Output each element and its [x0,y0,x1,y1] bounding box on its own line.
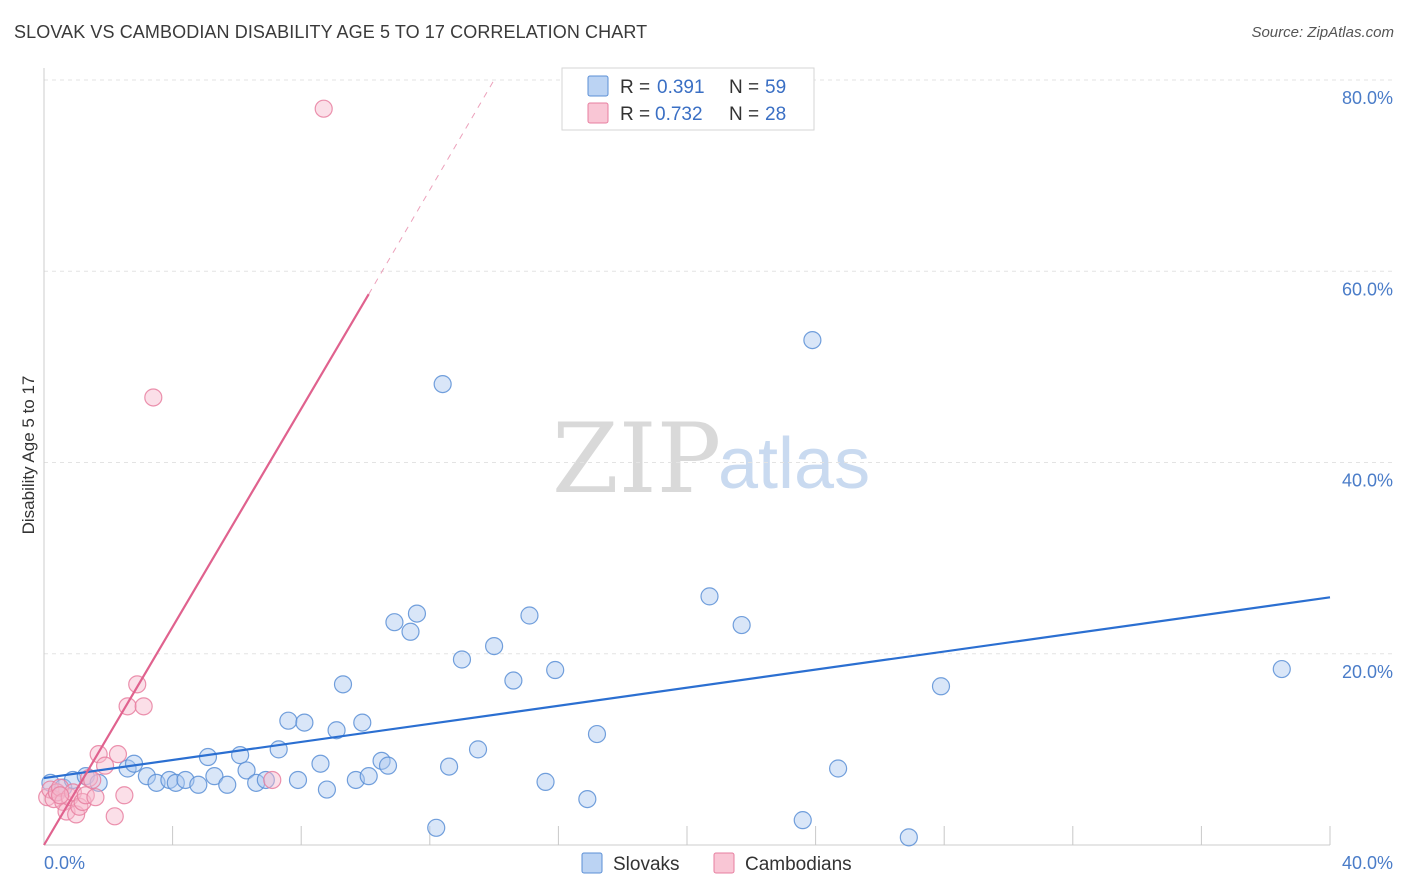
legend-n-label: N = [729,104,759,125]
x-tick-label: 0.0% [44,853,85,873]
slovak-point [536,772,555,791]
slovak-point [520,606,539,625]
cambodian-point [50,786,70,805]
cambodian-point [134,697,153,716]
slovak-point [793,811,812,830]
cambodian-point [86,788,105,807]
bottom-legend-swatch-slovak [581,852,603,874]
y-tick-label: 80.0% [1342,88,1393,108]
cambodian-trendline [43,293,370,846]
x-tick-labels: 0.0% 40.0% [44,853,1393,873]
slovak-point [803,331,822,350]
watermark-zip: ZIP [552,403,721,515]
gridlines [44,79,1394,655]
legend-n-label: N = [729,77,759,98]
slovak-point [327,721,346,740]
axes [43,68,1331,846]
source-label: Source: ZipAtlas.com [1251,24,1394,41]
slovak-point [205,767,224,786]
slovak-point [433,374,452,394]
cambodian-point [105,807,124,826]
slovak-point [198,747,218,767]
slovak-point [237,761,256,780]
slovak-point [732,615,751,635]
x-tick-label: 40.0% [1342,853,1393,873]
legend-n-value: 28 [765,104,786,125]
slovak-point [256,770,275,790]
slovak-point [288,770,308,790]
slovak-point [401,622,420,641]
slovak-trendline [43,596,1331,780]
slovak-point [279,711,298,730]
bottom-legend-swatch-cambodian [713,852,735,874]
slovak-point [1272,659,1291,679]
slovak-point [137,767,156,786]
watermark-atlas: atlas [718,424,870,504]
legend-swatch-slovak [587,75,609,97]
cambodian-points [38,99,333,826]
y-tick-labels: 20.0% 40.0% 60.0% 80.0% [1342,88,1393,682]
cambodian-point [144,388,163,407]
slovak-point [407,604,427,623]
bottom-legend-label-slovaks: Slovaks [613,854,680,875]
slovak-point [317,780,337,799]
slovak-point [700,587,719,606]
y-tick-label: 40.0% [1342,471,1393,491]
legend-r-value: 0.732 [655,104,703,125]
cambodian-point [115,786,134,805]
slovak-point [829,759,848,778]
slovak-point [504,671,523,690]
slovak-point [931,677,951,696]
legend-n-value: 59 [765,77,786,98]
chart-title: SLOVAK VS CAMBODIAN DISABILITY AGE 5 TO … [14,22,648,42]
slovak-point [385,613,404,632]
slovak-point [578,789,597,809]
cambodian-trendline-extension [368,79,495,295]
slovak-point [295,713,314,732]
slovak-point [427,818,446,837]
cambodian-point [108,745,128,764]
slovak-point [899,828,918,847]
legend-swatch-cambodian [587,102,609,124]
slovak-point [485,636,504,656]
slovak-point [189,775,208,794]
slovak-point [311,754,330,773]
slovak-point [218,775,237,794]
slovak-point [439,757,459,776]
stats-legend: R = 0.391 N = 59 R = 0.732 N = 28 [561,67,815,131]
slovak-point [378,756,398,775]
slovak-point [359,767,378,786]
cambodian-point [263,770,282,790]
y-tick-label: 60.0% [1342,279,1393,299]
legend-r-label: R = [620,104,650,125]
slovak-point [546,660,565,680]
legend-r-label: R = [620,77,650,98]
y-tick-label: 20.0% [1342,662,1393,682]
bottom-legend-label-cambodians: Cambodians [745,854,852,875]
slovak-point [333,675,353,694]
slovak-point [468,740,488,759]
trendlines [43,79,1331,846]
y-axis-title: Disability Age 5 to 17 [19,376,38,535]
slovak-point [353,713,372,732]
slovak-points [41,331,1291,847]
legend-r-value: 0.391 [657,77,705,98]
slovak-point [452,650,472,669]
slovak-point [587,724,607,744]
series-legend: Slovaks Cambodians [581,852,852,875]
cambodian-point [314,99,333,118]
